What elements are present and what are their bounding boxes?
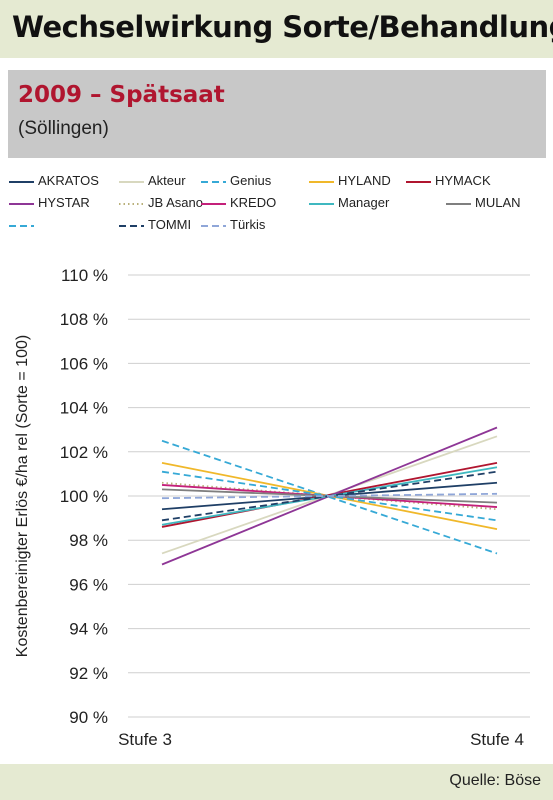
legend-swatch <box>309 203 334 205</box>
legend-label: HYSTAR <box>38 195 90 210</box>
source-label: Quelle: Böse <box>449 772 541 789</box>
legend-swatch <box>446 203 471 205</box>
x-tick-label: Stufe 4 <box>470 730 524 749</box>
y-tick-label: 96 % <box>69 575 108 594</box>
chart-legend: AKRATOS Akteur Genius HYLAND HYMACK HYSTAR JB … <box>8 172 548 242</box>
y-tick-label: 100 % <box>60 487 108 506</box>
legend-swatch <box>119 225 144 227</box>
legend-label: AKRATOS <box>38 173 99 188</box>
legend-swatch <box>119 203 144 205</box>
subtitle-box: 2009 – Spätsaat (Söllingen) <box>8 70 546 158</box>
legend-label: MULAN <box>475 195 521 210</box>
chart-area: 90 % 92 % 94 % 96 % 98 % 100 % 102 % 104 % 106 %… <box>0 245 553 765</box>
series-line <box>161 439 498 555</box>
page-title: Wechselwirkung Sorte/Behandlung <box>12 10 553 44</box>
y-tick-label: 94 % <box>69 620 108 639</box>
legend-swatch <box>309 181 334 183</box>
y-tick-label: 108 % <box>60 310 108 329</box>
y-tick-label: 104 % <box>60 399 108 418</box>
y-tick-label: 102 % <box>60 443 108 462</box>
legend-swatch <box>9 225 34 227</box>
series-line <box>161 481 498 511</box>
y-tick-label: 90 % <box>69 708 108 727</box>
legend-label: TOMMI <box>148 217 192 232</box>
y-axis-label: Kostenbereinigter Erlös €/ha rel (Sorte … <box>14 335 31 657</box>
legend-swatch <box>406 181 431 183</box>
legend-label: Akteur <box>148 173 186 188</box>
legend-swatch <box>119 181 144 183</box>
series-line <box>161 492 498 500</box>
location-label: (Söllingen) <box>18 118 109 139</box>
legend-label: HYLAND <box>338 173 391 188</box>
legend-swatch <box>9 203 34 205</box>
legend-label: JB Asano <box>148 195 203 210</box>
y-tick-label: 98 % <box>69 531 108 550</box>
y-tick-label: 110 % <box>61 266 108 285</box>
legend-swatch <box>201 181 226 183</box>
footer-bar: Quelle: Böse <box>0 764 553 800</box>
legend-label: Manager <box>338 195 390 210</box>
x-tick-label: Stufe 3 <box>118 730 172 749</box>
legend-swatch <box>201 203 226 205</box>
legend-label: HYMACK <box>435 173 491 188</box>
y-tick-label: 106 % <box>60 354 108 373</box>
legend-label: Genius <box>230 173 272 188</box>
legend-swatch <box>9 181 34 183</box>
legend-swatch <box>201 225 226 227</box>
legend-label: Türkis <box>230 217 266 232</box>
header-bar: Wechselwirkung Sorte/Behandlung <box>0 0 553 58</box>
series-line <box>161 461 498 528</box>
line-chart: 90 % 92 % 94 % 96 % 98 % 100 % 102 % 104 % 106 %… <box>14 266 530 749</box>
subtitle: 2009 – Spätsaat <box>18 82 225 108</box>
y-tick-label: 92 % <box>69 664 108 683</box>
legend-label: KREDO <box>230 195 277 210</box>
